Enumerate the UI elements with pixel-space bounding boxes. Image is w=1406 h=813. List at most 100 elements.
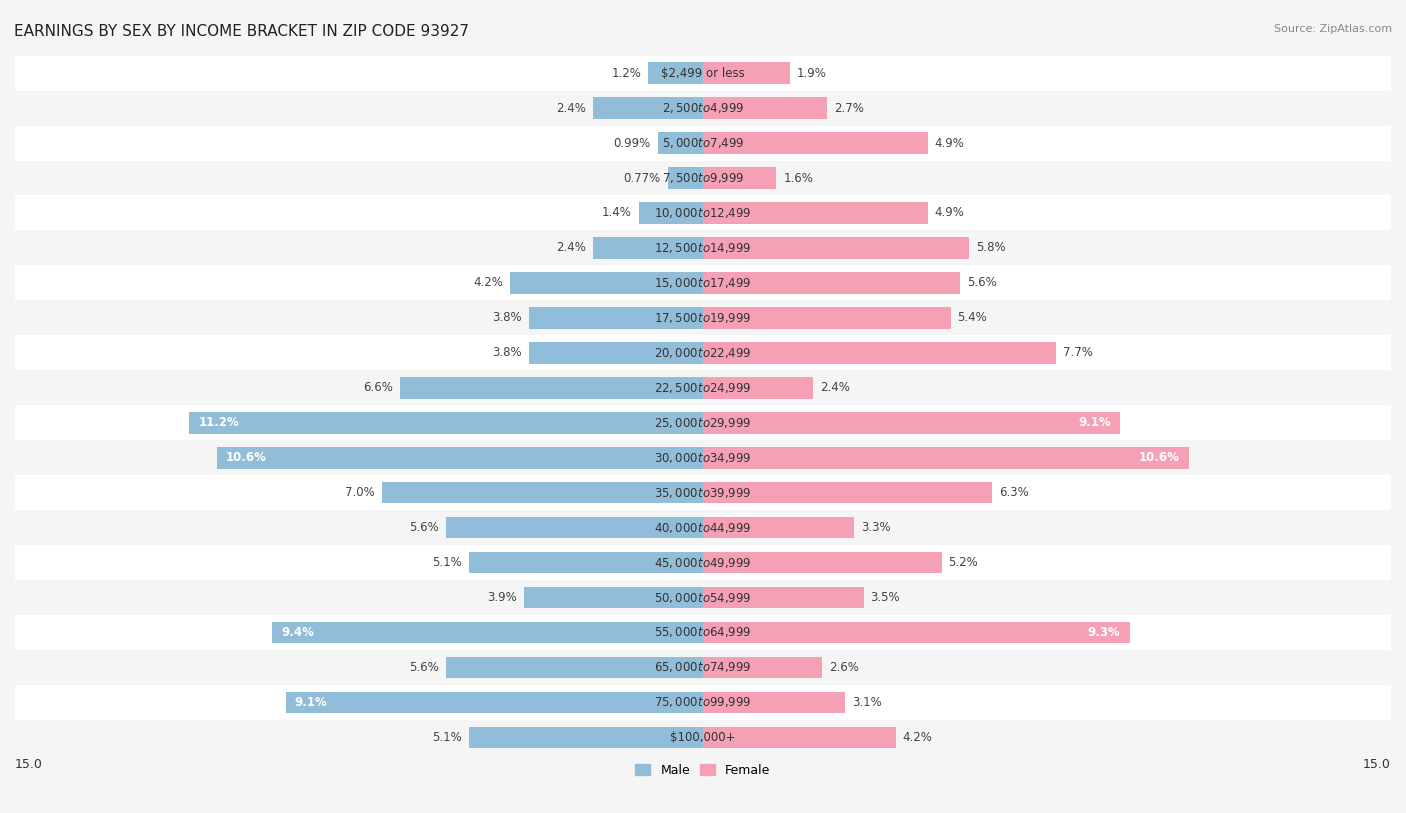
- Bar: [15, 265, 1391, 300]
- Bar: [401, 377, 703, 398]
- Bar: [529, 342, 703, 363]
- Bar: [703, 237, 969, 259]
- Text: $2,499 or less: $2,499 or less: [661, 67, 745, 80]
- Bar: [15, 580, 1391, 615]
- Text: 9.4%: 9.4%: [281, 626, 314, 639]
- Bar: [668, 167, 703, 189]
- Text: $2,500 to $4,999: $2,500 to $4,999: [662, 101, 744, 115]
- Bar: [446, 517, 703, 538]
- Bar: [15, 615, 1391, 650]
- Bar: [593, 237, 703, 259]
- Bar: [703, 342, 1056, 363]
- Text: $7,500 to $9,999: $7,500 to $9,999: [662, 171, 744, 185]
- Bar: [638, 202, 703, 224]
- Bar: [658, 133, 703, 154]
- Text: $22,500 to $24,999: $22,500 to $24,999: [654, 380, 752, 395]
- Text: 4.2%: 4.2%: [903, 731, 932, 744]
- Bar: [446, 657, 703, 678]
- Text: 1.9%: 1.9%: [797, 67, 827, 80]
- Text: $17,500 to $19,999: $17,500 to $19,999: [654, 311, 752, 325]
- Text: $12,500 to $14,999: $12,500 to $14,999: [654, 241, 752, 255]
- Text: 2.4%: 2.4%: [820, 381, 849, 394]
- Text: $50,000 to $54,999: $50,000 to $54,999: [654, 590, 752, 605]
- Text: 5.8%: 5.8%: [976, 241, 1005, 254]
- Text: $55,000 to $64,999: $55,000 to $64,999: [654, 625, 752, 640]
- Text: $30,000 to $34,999: $30,000 to $34,999: [654, 450, 752, 465]
- Bar: [703, 272, 960, 293]
- Text: 15.0: 15.0: [1364, 759, 1391, 772]
- Text: 5.2%: 5.2%: [949, 556, 979, 569]
- Bar: [15, 510, 1391, 545]
- Bar: [15, 300, 1391, 335]
- Text: 3.3%: 3.3%: [862, 521, 891, 534]
- Text: 9.1%: 9.1%: [295, 696, 328, 709]
- Bar: [15, 370, 1391, 405]
- Text: 5.6%: 5.6%: [409, 661, 439, 674]
- Bar: [703, 657, 823, 678]
- Text: 5.6%: 5.6%: [409, 521, 439, 534]
- Bar: [382, 482, 703, 503]
- Text: 7.7%: 7.7%: [1063, 346, 1092, 359]
- Bar: [15, 160, 1391, 195]
- Bar: [285, 692, 703, 713]
- Bar: [470, 552, 703, 573]
- Text: 9.1%: 9.1%: [1078, 416, 1111, 429]
- Bar: [593, 98, 703, 119]
- Text: 4.2%: 4.2%: [474, 276, 503, 289]
- Bar: [703, 587, 863, 608]
- Text: 5.6%: 5.6%: [967, 276, 997, 289]
- Text: 2.7%: 2.7%: [834, 102, 863, 115]
- Bar: [703, 727, 896, 748]
- Bar: [703, 202, 928, 224]
- Bar: [15, 650, 1391, 685]
- Text: 1.2%: 1.2%: [612, 67, 641, 80]
- Text: $35,000 to $39,999: $35,000 to $39,999: [654, 485, 752, 500]
- Bar: [703, 412, 1121, 433]
- Text: 15.0: 15.0: [15, 759, 42, 772]
- Text: 11.2%: 11.2%: [198, 416, 239, 429]
- Bar: [15, 475, 1391, 510]
- Text: $5,000 to $7,499: $5,000 to $7,499: [662, 136, 744, 150]
- Text: EARNINGS BY SEX BY INCOME BRACKET IN ZIP CODE 93927: EARNINGS BY SEX BY INCOME BRACKET IN ZIP…: [14, 24, 470, 39]
- Text: 3.9%: 3.9%: [488, 591, 517, 604]
- Text: $75,000 to $99,999: $75,000 to $99,999: [654, 695, 752, 710]
- Text: 5.4%: 5.4%: [957, 311, 987, 324]
- Text: 1.4%: 1.4%: [602, 207, 631, 220]
- Text: $25,000 to $29,999: $25,000 to $29,999: [654, 415, 752, 430]
- Text: 10.6%: 10.6%: [226, 451, 267, 464]
- Bar: [15, 195, 1391, 230]
- Text: 3.8%: 3.8%: [492, 311, 522, 324]
- Text: 4.9%: 4.9%: [935, 207, 965, 220]
- Bar: [703, 447, 1189, 468]
- Text: $20,000 to $22,499: $20,000 to $22,499: [654, 346, 752, 360]
- Bar: [217, 447, 703, 468]
- Bar: [15, 405, 1391, 440]
- Bar: [15, 440, 1391, 475]
- Text: 3.5%: 3.5%: [870, 591, 900, 604]
- Bar: [15, 720, 1391, 754]
- Text: 9.3%: 9.3%: [1088, 626, 1121, 639]
- Bar: [529, 307, 703, 328]
- Bar: [703, 552, 942, 573]
- Bar: [15, 90, 1391, 125]
- Text: 1.6%: 1.6%: [783, 172, 813, 185]
- Legend: Male, Female: Male, Female: [636, 763, 770, 776]
- Text: 6.3%: 6.3%: [998, 486, 1029, 499]
- Bar: [15, 125, 1391, 160]
- Bar: [15, 685, 1391, 720]
- Text: $15,000 to $17,499: $15,000 to $17,499: [654, 276, 752, 290]
- Bar: [703, 377, 813, 398]
- Bar: [703, 133, 928, 154]
- Text: 0.99%: 0.99%: [613, 137, 651, 150]
- Text: 0.77%: 0.77%: [623, 172, 661, 185]
- Text: 5.1%: 5.1%: [433, 556, 463, 569]
- Text: 2.6%: 2.6%: [830, 661, 859, 674]
- Text: $100,000+: $100,000+: [671, 731, 735, 744]
- Bar: [524, 587, 703, 608]
- Bar: [470, 727, 703, 748]
- Text: 5.1%: 5.1%: [433, 731, 463, 744]
- Text: 6.6%: 6.6%: [364, 381, 394, 394]
- Text: 2.4%: 2.4%: [557, 241, 586, 254]
- Text: Source: ZipAtlas.com: Source: ZipAtlas.com: [1274, 24, 1392, 34]
- Text: $40,000 to $44,999: $40,000 to $44,999: [654, 520, 752, 535]
